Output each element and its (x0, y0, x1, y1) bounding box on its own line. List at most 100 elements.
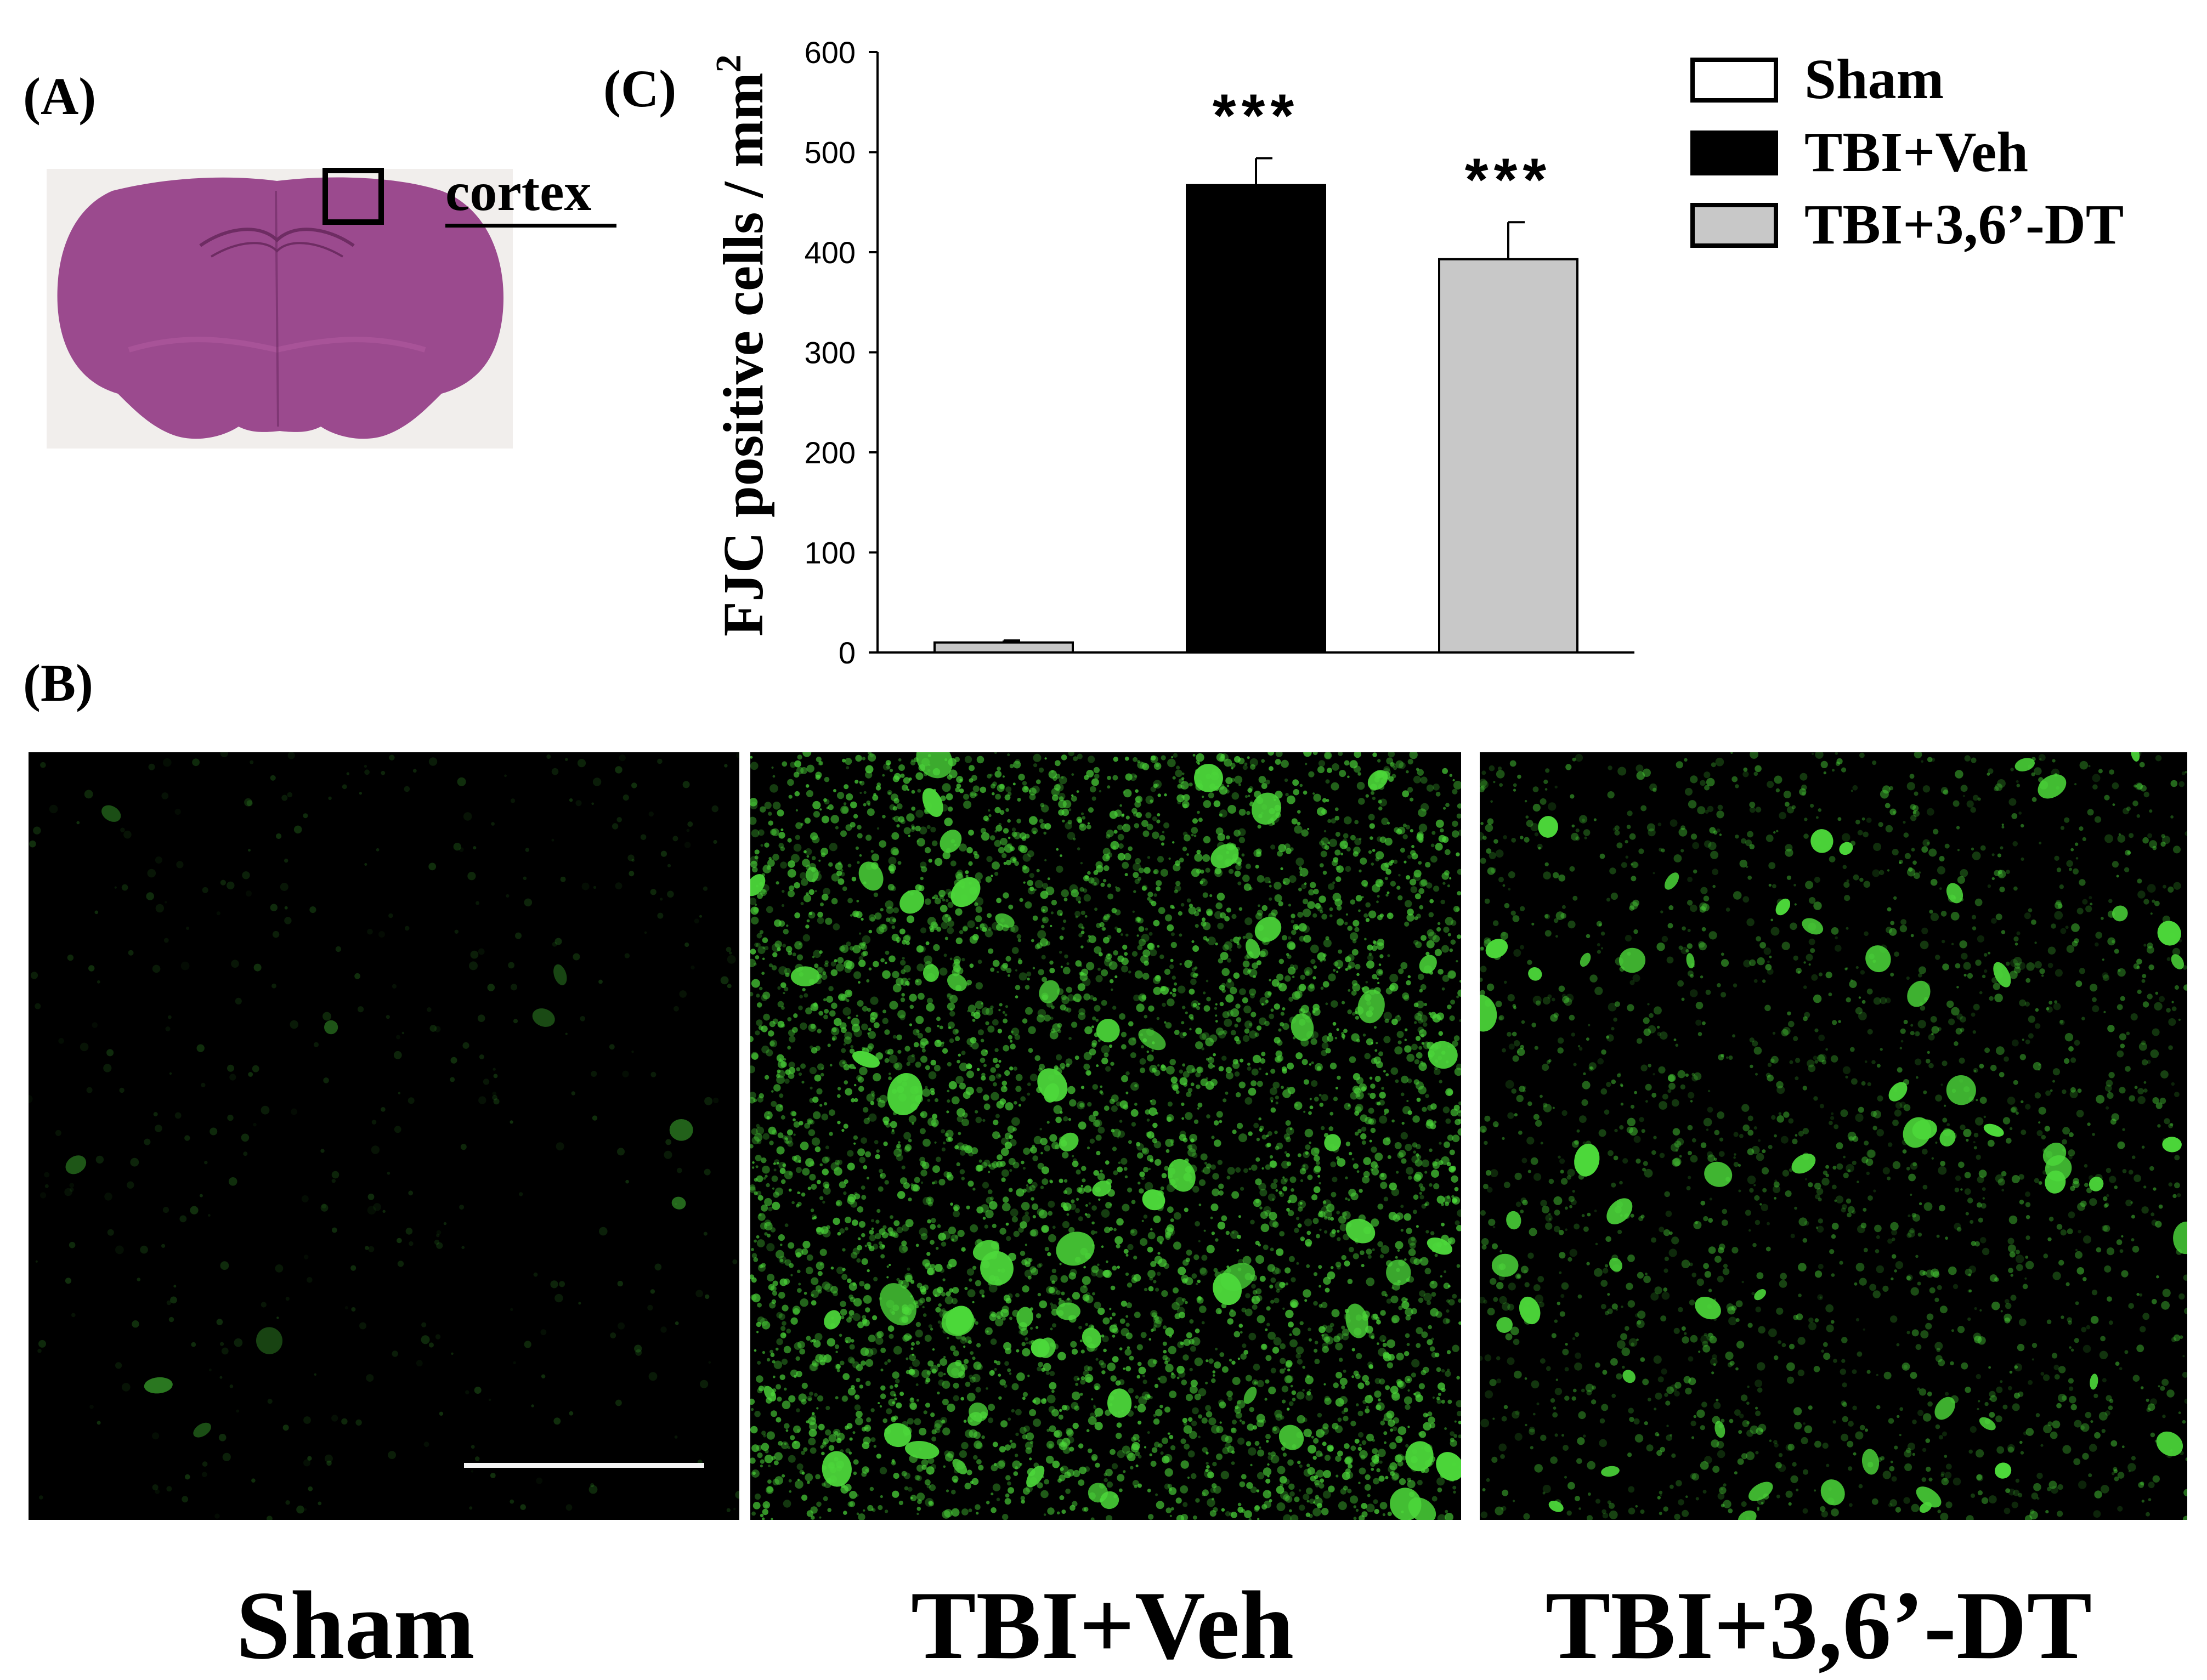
speckle (1357, 1382, 1365, 1389)
speckle (991, 875, 993, 877)
speckle (930, 1412, 935, 1417)
speckle (1276, 1289, 1280, 1293)
speckle (876, 1149, 880, 1153)
speckle (910, 1347, 914, 1350)
speckle (772, 1201, 780, 1210)
speckle (1154, 1383, 1159, 1388)
speckle (1232, 1231, 1235, 1234)
speckle (699, 915, 703, 918)
speckle (474, 1387, 482, 1394)
speckle (796, 1408, 800, 1412)
speckle (1201, 1047, 1204, 1051)
speckle (1311, 1435, 1314, 1439)
speckle (924, 955, 932, 964)
speckle (969, 791, 977, 798)
speckle (1316, 1469, 1324, 1478)
speckle (950, 1345, 956, 1352)
speckle (1007, 753, 1010, 757)
speckle (1015, 995, 1018, 998)
speckle (1206, 938, 1209, 942)
speckle (1232, 1059, 1238, 1065)
speckle (1364, 1484, 1371, 1491)
speckle (759, 930, 763, 934)
speckle (1159, 1404, 1163, 1409)
speckle (889, 1333, 894, 1339)
speckle (358, 1006, 364, 1013)
speckle (1042, 883, 1049, 889)
speckle (1008, 1035, 1012, 1040)
speckle (955, 1029, 959, 1034)
speckle (1354, 1111, 1360, 1116)
speckle (1364, 938, 1367, 941)
speckle (793, 1013, 798, 1018)
speckle (1263, 1206, 1271, 1214)
speckle (983, 1094, 989, 1101)
speckle (930, 1091, 935, 1096)
speckle (303, 1255, 309, 1259)
speckle (1157, 856, 1164, 863)
speckle (909, 1023, 913, 1026)
speckle (1034, 879, 1043, 889)
speckle (1425, 1121, 1434, 1129)
speckle (1196, 849, 1201, 854)
speckle (1441, 1399, 1445, 1404)
speckle (807, 1480, 810, 1484)
speckle (1022, 1285, 1029, 1293)
speckle (802, 752, 812, 757)
speckle (1213, 800, 1221, 808)
speckle (930, 1264, 936, 1269)
speckle (1277, 1466, 1286, 1474)
speckle (1349, 1056, 1356, 1063)
speckle (1397, 895, 1403, 901)
speckle (1344, 760, 1350, 766)
speckle (703, 886, 708, 891)
speckle (783, 1500, 791, 1508)
speckle (1133, 1256, 1138, 1260)
speckle (1191, 868, 1200, 877)
speckle (1191, 967, 1196, 972)
stained-cell (256, 1327, 283, 1354)
speckle (1121, 957, 1129, 966)
speckle (1436, 1367, 1441, 1372)
speckle (1182, 1417, 1188, 1423)
speckle (1372, 1439, 1375, 1442)
speckle (809, 1392, 813, 1396)
speckle (1286, 1407, 1290, 1411)
speckle (902, 957, 905, 960)
speckle (1280, 1415, 1284, 1420)
speckle (86, 1087, 93, 1093)
speckle (837, 1121, 841, 1125)
speckle (1436, 1195, 1445, 1204)
speckle (975, 1321, 978, 1325)
speckle (1352, 939, 1357, 944)
speckle (1196, 1006, 1201, 1011)
speckle (959, 930, 964, 934)
speckle (1063, 920, 1067, 923)
speckle (773, 1191, 779, 1198)
speckle (1172, 841, 1175, 844)
speckle (1148, 1005, 1155, 1012)
speckle (754, 1133, 763, 1142)
speckle (1067, 1086, 1076, 1094)
speckle (768, 820, 773, 826)
speckle (876, 926, 884, 934)
speckle (1026, 1186, 1032, 1193)
speckle (892, 816, 896, 820)
speckle (1086, 962, 1095, 970)
speckle (368, 1246, 375, 1252)
speckle (1283, 1367, 1286, 1370)
speckle (1218, 958, 1224, 964)
speckle (790, 1317, 798, 1325)
speckle (513, 1019, 518, 1024)
speckle (1152, 831, 1159, 839)
speckle (1097, 1263, 1100, 1267)
speckle (1122, 824, 1131, 832)
speckle (1071, 1021, 1078, 1028)
speckle (1291, 913, 1295, 918)
speckle (819, 1359, 826, 1366)
speckle (1133, 757, 1138, 762)
speckle (65, 1278, 72, 1284)
speckle (1423, 1292, 1432, 1302)
speckle (1179, 858, 1184, 862)
speckle (1374, 1153, 1383, 1161)
